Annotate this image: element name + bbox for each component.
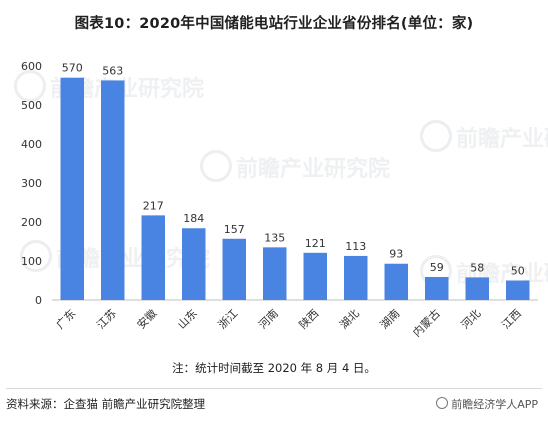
data-label: 563 bbox=[102, 64, 123, 77]
data-label: 135 bbox=[264, 231, 285, 244]
x-tick-label: 江西 bbox=[499, 307, 524, 332]
x-tick-label: 内蒙古 bbox=[410, 306, 443, 339]
data-label: 50 bbox=[511, 265, 525, 278]
x-tick-label: 湖北 bbox=[337, 307, 362, 332]
x-tick-label: 安徽 bbox=[134, 306, 159, 331]
bar bbox=[222, 238, 246, 300]
x-tick-label: 河北 bbox=[459, 307, 484, 332]
x-tick-label: 河南 bbox=[256, 307, 281, 332]
brand-icon bbox=[436, 397, 449, 409]
bar-chart: 0 100 200 300 400 500 600 570 广东 563 江苏 217 安徽 184 山东 1… bbox=[21, 60, 538, 339]
x-tick-label: 湖南 bbox=[378, 307, 403, 332]
source-text: 资料来源：企查猫 前瞻产业研究院整理 bbox=[6, 397, 206, 411]
data-label: 217 bbox=[143, 199, 164, 212]
bar bbox=[182, 228, 206, 300]
footer-divider bbox=[6, 388, 542, 389]
y-tick-label: 100 bbox=[21, 255, 42, 268]
data-label: 93 bbox=[389, 248, 403, 261]
bar bbox=[506, 280, 530, 300]
brand-label: 前瞻经济学人APP bbox=[436, 396, 538, 412]
x-tick-label: 山东 bbox=[175, 307, 200, 332]
data-label: 121 bbox=[305, 237, 326, 250]
y-tick-label: 400 bbox=[21, 138, 42, 151]
y-tick-label: 0 bbox=[35, 294, 42, 307]
bar bbox=[384, 263, 408, 300]
brand-text: 前瞻经济学人APP bbox=[451, 398, 538, 411]
bar bbox=[101, 80, 125, 301]
bar bbox=[60, 77, 84, 300]
x-tick-label: 江苏 bbox=[94, 307, 119, 332]
bar bbox=[344, 255, 368, 300]
y-tick-label: 600 bbox=[21, 60, 42, 73]
data-label: 570 bbox=[62, 62, 83, 75]
data-label: 58 bbox=[470, 261, 484, 274]
x-tick-label: 陕西 bbox=[296, 306, 321, 331]
bar bbox=[425, 276, 449, 300]
bar bbox=[303, 252, 327, 300]
x-tick-label: 广东 bbox=[54, 307, 79, 332]
data-label: 59 bbox=[430, 261, 444, 274]
y-tick-label: 200 bbox=[21, 216, 42, 229]
data-label: 113 bbox=[345, 240, 366, 253]
chart-note: 注：统计时间截至 2020 年 8 月 4 日。 bbox=[172, 361, 376, 375]
data-label: 184 bbox=[183, 212, 204, 225]
data-label: 157 bbox=[224, 223, 245, 236]
x-tick-label: 浙江 bbox=[216, 307, 241, 332]
bar bbox=[465, 277, 489, 300]
y-tick-label: 500 bbox=[21, 99, 42, 112]
chart-title: 图表10：2020年中国储能电站行业企业省份排名(单位：家) bbox=[74, 16, 474, 32]
y-tick-label: 300 bbox=[21, 177, 42, 190]
bar bbox=[141, 215, 165, 300]
bar bbox=[263, 247, 287, 300]
